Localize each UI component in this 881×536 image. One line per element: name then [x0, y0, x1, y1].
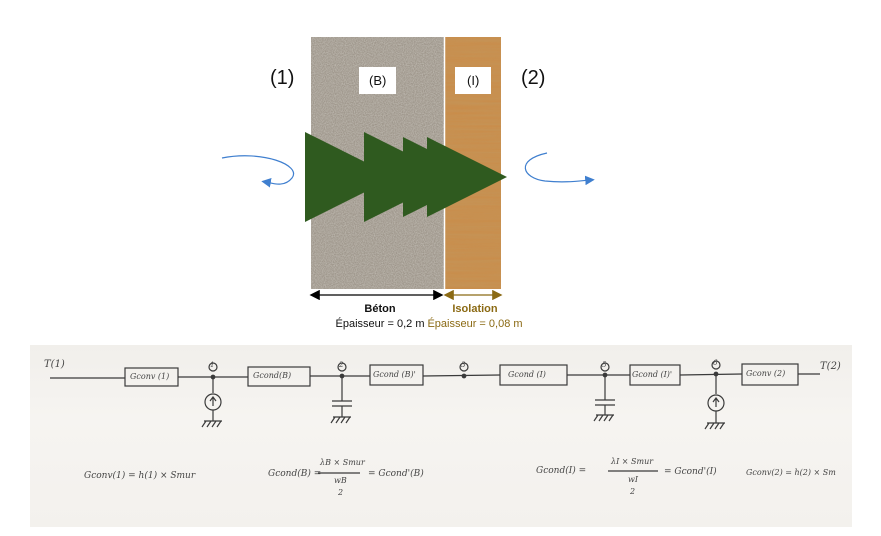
t1-label: T(1)	[44, 359, 65, 370]
formula-gconv2: Gconv(2) = h(2) × Sm	[746, 468, 836, 477]
isolation-name: Isolation	[452, 303, 498, 315]
t2-label: T(2)	[820, 361, 841, 372]
beton-name: Béton	[364, 303, 396, 315]
formula-gcondB-den: wB	[334, 476, 347, 485]
formula-gcondB-lhs: Gcond(B) =	[268, 469, 322, 479]
formula-gcondB-den2: 2	[338, 488, 344, 497]
formula-gcondB-num: λB × Smur	[320, 458, 365, 467]
gcondB-prime-label: Gcond (B)'	[373, 370, 416, 379]
formula-gcondI-num: λI × Smur	[611, 457, 654, 466]
whiteboard-photo: T(1) T(2) 1 2 3 5 6 Gconv (1) Gcond(B) G…	[30, 345, 852, 527]
node-5-label: 5	[602, 361, 607, 369]
node-6-label: 6	[713, 359, 718, 367]
convection-arrow-left	[221, 155, 295, 188]
formula-gcondI-lhs: Gcond(I) =	[536, 466, 587, 476]
gconv1-label: Gconv (1)	[130, 372, 170, 381]
isolation-box-label: (I)	[455, 67, 492, 94]
formula-gcondI-den: wI	[628, 475, 639, 484]
side-1-label: (1)	[270, 67, 295, 89]
gcondB-label: Gcond(B)	[253, 371, 292, 380]
isolation-thickness: Épaisseur = 0,08 m	[427, 318, 523, 330]
convection-arrow-right	[524, 152, 595, 186]
gcondI-label: Gcond (I)	[508, 370, 546, 379]
gcondI-prime-label: Gcond (I)'	[632, 370, 673, 379]
wall-illustration	[221, 37, 595, 301]
gconv2-label: Gconv (2)	[746, 369, 786, 378]
formula-gcondB-rhs: = Gcond'(B)	[368, 469, 424, 479]
formula-gconv1: Gconv(1) = h(1) × Smur	[84, 471, 196, 481]
node-1-label: 1	[210, 361, 215, 369]
formula-gcondI-den2: 2	[630, 487, 636, 496]
beton-thickness: Épaisseur = 0,2 m	[335, 318, 425, 330]
node-3-label: 3	[461, 361, 466, 369]
beton-box-label: (B)	[359, 67, 397, 94]
side-2-label: (2)	[521, 67, 546, 89]
node-2-label: 2	[339, 361, 344, 369]
formula-gcondI-rhs: = Gcond'(I)	[664, 467, 717, 477]
